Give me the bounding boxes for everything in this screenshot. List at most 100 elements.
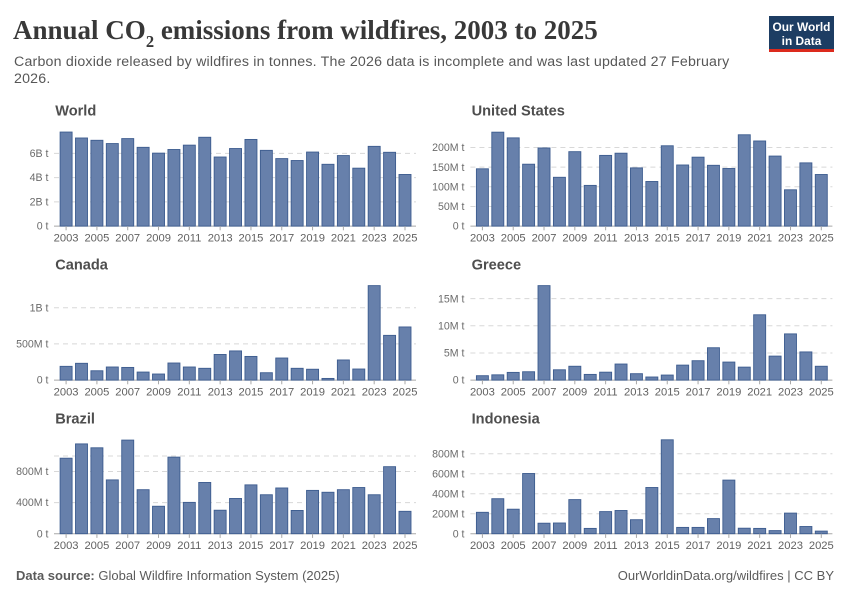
svg-text:10M t: 10M t bbox=[438, 320, 465, 332]
svg-text:2025: 2025 bbox=[809, 386, 834, 398]
svg-text:2003: 2003 bbox=[470, 386, 495, 398]
svg-text:2013: 2013 bbox=[208, 232, 233, 244]
svg-text:2023: 2023 bbox=[778, 386, 803, 398]
svg-text:2015: 2015 bbox=[239, 232, 264, 244]
svg-text:0 t: 0 t bbox=[453, 528, 465, 540]
svg-text:500M t: 500M t bbox=[16, 339, 48, 351]
svg-text:2017: 2017 bbox=[686, 232, 711, 244]
svg-text:2013: 2013 bbox=[624, 232, 649, 244]
svg-text:15M t: 15M t bbox=[438, 293, 465, 305]
svg-text:2009: 2009 bbox=[146, 232, 171, 244]
svg-text:2019: 2019 bbox=[300, 232, 325, 244]
svg-text:2017: 2017 bbox=[269, 386, 294, 398]
svg-text:2017: 2017 bbox=[269, 540, 294, 552]
svg-text:2009: 2009 bbox=[146, 386, 171, 398]
svg-text:2007: 2007 bbox=[532, 540, 557, 552]
svg-text:2021: 2021 bbox=[747, 386, 772, 398]
svg-text:2015: 2015 bbox=[655, 232, 680, 244]
svg-text:2003: 2003 bbox=[470, 540, 495, 552]
svg-text:2005: 2005 bbox=[501, 386, 526, 398]
svg-text:150M t: 150M t bbox=[432, 162, 464, 174]
svg-text:2003: 2003 bbox=[54, 540, 79, 552]
svg-text:0 t: 0 t bbox=[37, 375, 49, 387]
svg-text:2019: 2019 bbox=[716, 232, 741, 244]
svg-text:200M t: 200M t bbox=[432, 142, 464, 154]
svg-text:2003: 2003 bbox=[54, 232, 79, 244]
svg-text:2005: 2005 bbox=[84, 540, 109, 552]
svg-text:2011: 2011 bbox=[177, 540, 201, 552]
svg-text:2011: 2011 bbox=[177, 232, 201, 244]
svg-text:2025: 2025 bbox=[393, 232, 418, 244]
svg-text:2019: 2019 bbox=[716, 540, 741, 552]
svg-text:0 t: 0 t bbox=[453, 221, 465, 233]
svg-text:2023: 2023 bbox=[362, 232, 387, 244]
svg-text:2017: 2017 bbox=[269, 232, 294, 244]
svg-text:2015: 2015 bbox=[655, 386, 680, 398]
svg-text:2011: 2011 bbox=[594, 232, 618, 244]
svg-text:2025: 2025 bbox=[393, 386, 418, 398]
svg-text:2011: 2011 bbox=[177, 386, 201, 398]
svg-text:2019: 2019 bbox=[300, 540, 325, 552]
svg-text:2009: 2009 bbox=[562, 386, 587, 398]
svg-text:1B t: 1B t bbox=[30, 302, 49, 314]
svg-text:600M t: 600M t bbox=[432, 468, 464, 480]
svg-text:0 t: 0 t bbox=[37, 528, 49, 540]
svg-text:2005: 2005 bbox=[84, 386, 109, 398]
svg-text:2019: 2019 bbox=[716, 386, 741, 398]
svg-text:2017: 2017 bbox=[686, 386, 711, 398]
svg-text:2015: 2015 bbox=[239, 386, 264, 398]
svg-text:2003: 2003 bbox=[54, 386, 79, 398]
svg-text:200M t: 200M t bbox=[432, 508, 464, 520]
svg-text:2B t: 2B t bbox=[30, 196, 49, 208]
svg-text:2021: 2021 bbox=[331, 232, 356, 244]
svg-text:2019: 2019 bbox=[300, 386, 325, 398]
svg-text:0 t: 0 t bbox=[453, 375, 465, 387]
svg-text:100M t: 100M t bbox=[432, 181, 464, 193]
svg-text:2003: 2003 bbox=[470, 232, 495, 244]
svg-text:United States: United States bbox=[472, 104, 565, 120]
svg-text:2011: 2011 bbox=[594, 386, 618, 398]
svg-text:2013: 2013 bbox=[208, 386, 233, 398]
svg-text:2023: 2023 bbox=[778, 540, 803, 552]
svg-text:2009: 2009 bbox=[562, 540, 587, 552]
svg-text:2009: 2009 bbox=[146, 540, 171, 552]
svg-text:4B t: 4B t bbox=[30, 172, 49, 184]
svg-text:2007: 2007 bbox=[115, 386, 140, 398]
svg-text:2025: 2025 bbox=[809, 540, 834, 552]
svg-text:2005: 2005 bbox=[501, 540, 526, 552]
svg-text:2007: 2007 bbox=[115, 232, 140, 244]
svg-text:2007: 2007 bbox=[532, 386, 557, 398]
svg-text:800M t: 800M t bbox=[16, 466, 48, 478]
svg-text:2023: 2023 bbox=[362, 386, 387, 398]
svg-text:2007: 2007 bbox=[115, 540, 140, 552]
svg-text:2017: 2017 bbox=[686, 540, 711, 552]
svg-text:2015: 2015 bbox=[655, 540, 680, 552]
svg-text:0 t: 0 t bbox=[37, 221, 49, 233]
svg-text:Greece: Greece bbox=[472, 258, 521, 274]
svg-text:2011: 2011 bbox=[594, 540, 618, 552]
svg-text:2021: 2021 bbox=[331, 540, 356, 552]
svg-text:2005: 2005 bbox=[501, 232, 526, 244]
svg-text:2007: 2007 bbox=[532, 232, 557, 244]
svg-text:5M t: 5M t bbox=[444, 348, 465, 360]
svg-text:2009: 2009 bbox=[562, 232, 587, 244]
svg-text:World: World bbox=[55, 104, 96, 120]
svg-text:400M t: 400M t bbox=[432, 488, 464, 500]
svg-text:Canada: Canada bbox=[55, 258, 109, 274]
svg-text:800M t: 800M t bbox=[432, 448, 464, 460]
svg-text:2013: 2013 bbox=[624, 540, 649, 552]
svg-text:2013: 2013 bbox=[208, 540, 233, 552]
svg-text:2023: 2023 bbox=[362, 540, 387, 552]
svg-text:400M t: 400M t bbox=[16, 497, 48, 509]
svg-text:2005: 2005 bbox=[84, 232, 109, 244]
svg-text:Indonesia: Indonesia bbox=[472, 411, 541, 427]
svg-text:2021: 2021 bbox=[747, 540, 772, 552]
svg-text:2013: 2013 bbox=[624, 386, 649, 398]
svg-text:2015: 2015 bbox=[239, 540, 264, 552]
svg-text:2025: 2025 bbox=[809, 232, 834, 244]
svg-text:2021: 2021 bbox=[747, 232, 772, 244]
svg-text:6B t: 6B t bbox=[30, 148, 49, 160]
svg-text:2021: 2021 bbox=[331, 386, 356, 398]
svg-text:Brazil: Brazil bbox=[55, 411, 95, 427]
svg-text:2023: 2023 bbox=[778, 232, 803, 244]
